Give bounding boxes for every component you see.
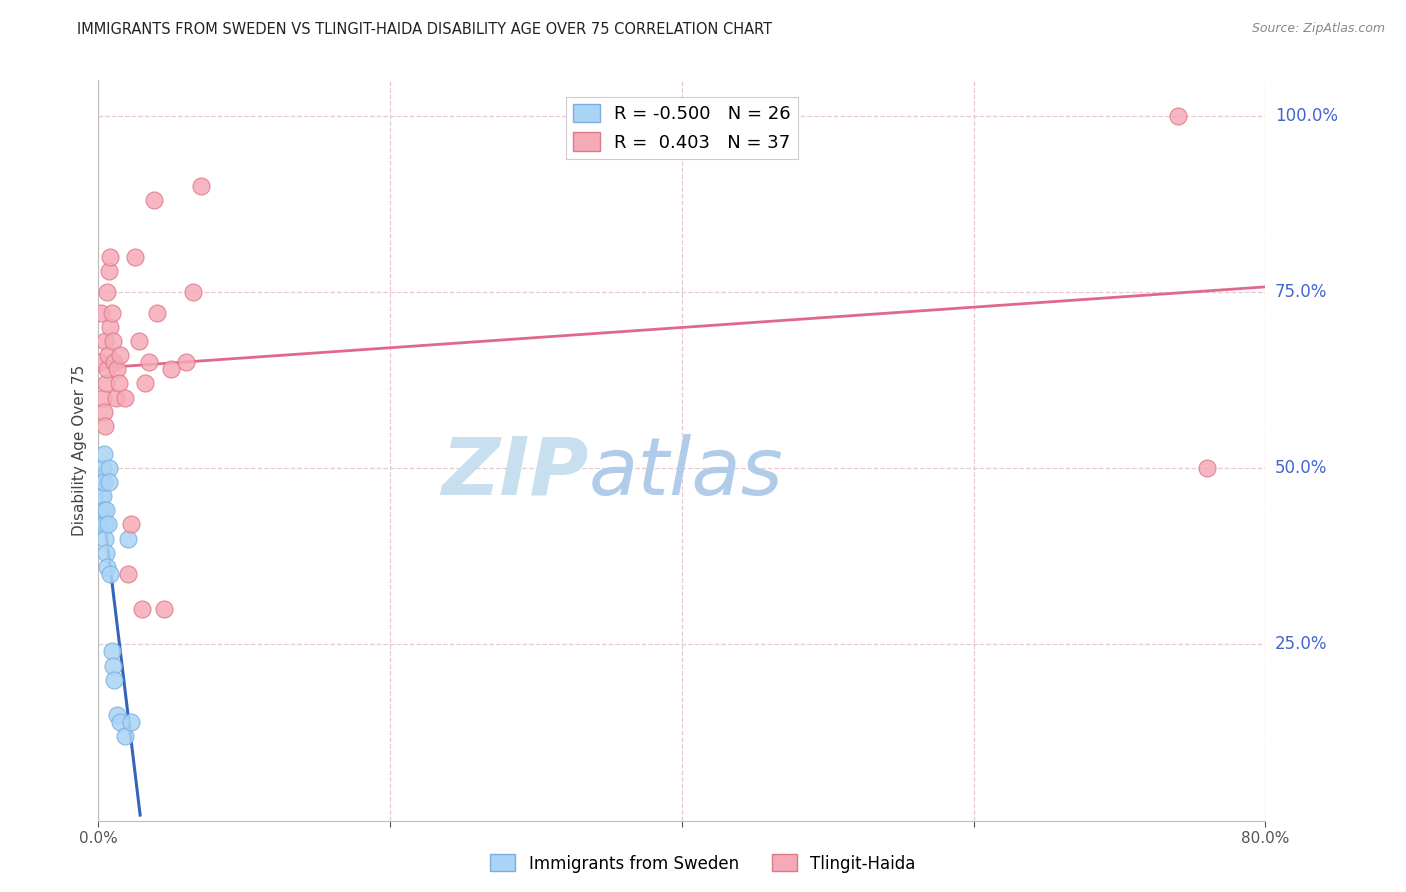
Point [142,193,165,207]
Point [91,489,114,503]
Point [97,348,120,362]
Point [117,532,139,546]
Point [103,673,125,687]
Point [89,517,111,532]
Text: ZIP: ZIP [441,434,589,512]
Text: 25.0%: 25.0% [1275,635,1327,653]
Point [103,355,125,369]
Point [89,355,111,369]
Point [97,461,120,475]
Point [1197,461,1219,475]
Point [105,707,128,722]
Text: 100.0%: 100.0% [1275,106,1337,125]
Point [93,447,115,461]
Text: atlas: atlas [589,434,783,512]
Point [94,517,117,532]
Point [114,729,136,743]
Legend: Immigrants from Sweden, Tlingit-Haida: Immigrants from Sweden, Tlingit-Haida [484,847,922,880]
Point [90,306,112,320]
Point [1167,109,1189,123]
Point [108,376,131,391]
Point [98,566,121,581]
Point [98,250,121,264]
Point [96,503,118,517]
Point [98,475,121,490]
Point [100,644,122,658]
Text: 50.0%: 50.0% [1275,459,1327,477]
Point [100,306,122,320]
Point [91,475,114,490]
Point [90,503,112,517]
Point [93,475,115,490]
Point [91,461,114,475]
Point [120,714,142,729]
Point [114,391,136,405]
Point [97,263,120,277]
Text: IMMIGRANTS FROM SWEDEN VS TLINGIT-HAIDA DISABILITY AGE OVER 75 CORRELATION CHART: IMMIGRANTS FROM SWEDEN VS TLINGIT-HAIDA … [77,22,772,37]
Point [93,334,115,348]
Point [117,566,139,581]
Point [190,179,212,194]
Point [174,355,197,369]
Point [138,355,160,369]
Point [94,532,117,546]
Point [124,250,146,264]
Point [94,546,117,560]
Point [160,362,183,376]
Legend: R = -0.500   N = 26, R =  0.403   N = 37: R = -0.500 N = 26, R = 0.403 N = 37 [565,96,799,159]
Point [97,517,120,532]
Point [153,602,176,616]
Point [96,362,118,376]
Point [110,348,132,362]
Text: 75.0%: 75.0% [1275,283,1327,301]
Point [134,376,156,391]
Point [101,658,124,673]
Point [94,418,117,433]
Point [90,489,112,503]
Point [131,602,153,616]
Point [96,285,118,299]
Point [146,306,169,320]
Point [128,334,150,348]
Point [96,559,118,574]
Point [120,517,142,532]
Point [104,391,127,405]
Text: Source: ZipAtlas.com: Source: ZipAtlas.com [1251,22,1385,36]
Point [110,714,132,729]
Point [181,285,204,299]
Point [101,334,124,348]
Point [93,405,115,419]
Point [105,362,128,376]
Point [91,391,114,405]
Y-axis label: Disability Age Over 75: Disability Age Over 75 [72,365,87,536]
Point [93,503,115,517]
Point [94,376,117,391]
Point [100,320,122,334]
